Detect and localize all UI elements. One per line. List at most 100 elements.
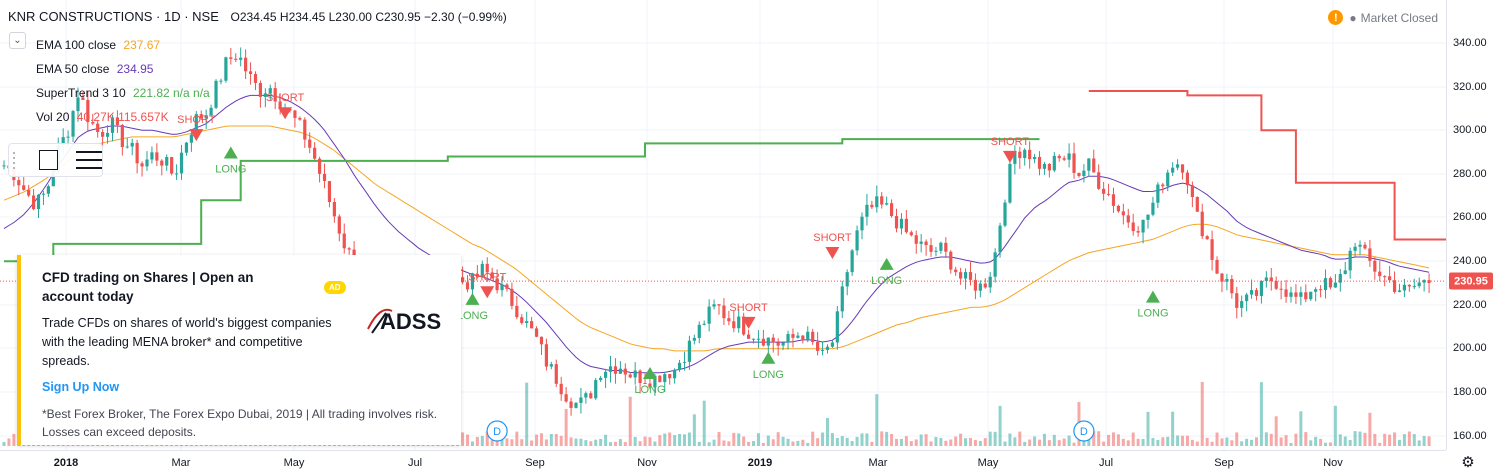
volume-bar xyxy=(919,434,923,446)
volume-bar xyxy=(1397,439,1401,446)
volume-bar xyxy=(1205,437,1209,446)
candle-body xyxy=(613,366,618,374)
volume-bar xyxy=(737,433,741,446)
candle-body xyxy=(1249,290,1254,295)
supertrend-segment xyxy=(4,138,1040,263)
candle-body xyxy=(712,304,716,307)
candle-body xyxy=(978,283,982,291)
candle-body xyxy=(1146,214,1150,220)
volume-bar xyxy=(535,434,539,446)
indicator-volume[interactable]: Vol 20 40.27K 115.657K xyxy=(36,105,214,129)
volume-bar xyxy=(717,431,721,446)
candle-body xyxy=(934,250,938,252)
volume-bar xyxy=(1368,412,1372,446)
candle-body xyxy=(120,124,124,148)
volume-bar xyxy=(875,394,879,446)
candle-body xyxy=(525,321,529,324)
candle-body xyxy=(993,252,997,277)
volume-bar xyxy=(954,436,958,446)
time-axis[interactable]: 2018 Mar May Jul Sep Nov 2019 Mar May Jul Sep Nov xyxy=(0,450,1446,474)
short-signal-label: SHORT xyxy=(177,114,216,126)
volume-bar xyxy=(485,431,489,446)
volume-bar xyxy=(692,414,696,446)
candle-body xyxy=(1225,278,1229,282)
candle-body xyxy=(894,216,899,229)
volume-bar xyxy=(1126,440,1130,446)
symbol-title[interactable]: KNR CONSTRUCTIONS · 1D · NSE xyxy=(8,9,219,24)
candle-body xyxy=(594,380,598,399)
candle-body xyxy=(470,273,475,290)
candle-body xyxy=(308,139,312,148)
candle-body xyxy=(1008,163,1012,203)
collapse-legend-button[interactable]: ⌄ xyxy=(9,32,26,49)
volume-bar xyxy=(589,441,593,446)
candle-body xyxy=(1121,211,1125,216)
candle-body xyxy=(293,110,297,118)
volume-bar xyxy=(673,435,677,446)
symbol-legend[interactable]: KNR CONSTRUCTIONS · 1D · NSE O234.45 H23… xyxy=(8,9,507,24)
volume-bar xyxy=(895,438,899,446)
ad-card[interactable]: CFD trading on Shares | Open an account … xyxy=(17,255,461,445)
candle-body xyxy=(727,318,731,322)
volume-bar xyxy=(776,432,780,446)
rectangle-tool-icon[interactable] xyxy=(38,150,59,170)
indicator-ema100[interactable]: EMA 100 close 237.67 xyxy=(36,33,214,57)
candle-body xyxy=(1047,163,1051,171)
candle-body xyxy=(860,216,864,231)
sign-up-link[interactable]: Sign Up Now xyxy=(42,380,120,394)
indicator-supertrend[interactable]: SuperTrend 3 10 221.82 n/a n/a xyxy=(36,81,214,105)
candle-body xyxy=(1057,155,1061,159)
alert-icon[interactable]: ! xyxy=(1328,10,1344,25)
ad-title[interactable]: CFD trading on Shares | Open an account … xyxy=(42,270,254,304)
candle-body xyxy=(135,142,139,164)
candle-body xyxy=(170,157,174,174)
volume-bar xyxy=(865,433,869,446)
price-axis[interactable]: 340.00 320.00 300.00 280.00 260.00 240.00 220.… xyxy=(1446,0,1494,450)
volume-bar xyxy=(1343,436,1347,446)
candle-body xyxy=(1141,219,1145,233)
volume-bar xyxy=(1047,440,1051,446)
candle-body xyxy=(534,328,539,337)
candle-body xyxy=(81,97,85,100)
volume-bar xyxy=(973,439,977,446)
drag-handle[interactable] xyxy=(13,150,23,170)
candle-body xyxy=(850,250,854,273)
candle-body xyxy=(31,195,36,210)
volume-bar xyxy=(924,434,928,446)
candle-body xyxy=(1388,276,1392,281)
indicator-ema50[interactable]: EMA 50 close 234.95 xyxy=(36,57,214,81)
volume-bar xyxy=(1407,431,1411,446)
short-signal-arrow xyxy=(480,286,495,299)
volume-bar xyxy=(732,432,736,446)
gear-icon[interactable]: ⚙ xyxy=(1461,454,1475,471)
price-tick-label: 280.00 xyxy=(1453,168,1487,180)
volume-bar xyxy=(1324,442,1328,446)
volume-bar xyxy=(766,435,770,446)
candle-body xyxy=(697,324,701,338)
candle-body xyxy=(1180,164,1185,173)
volume-bar xyxy=(515,431,519,446)
settings-lines-icon[interactable] xyxy=(76,151,102,169)
candle-body xyxy=(140,163,144,167)
candle-body xyxy=(983,283,987,288)
market-status[interactable]: ! ● Market Closed xyxy=(1328,10,1438,25)
candle-body xyxy=(1161,184,1165,187)
candle-body xyxy=(816,342,820,351)
candle-body xyxy=(796,335,800,338)
price-tick-label: 260.00 xyxy=(1453,211,1487,223)
candle-body xyxy=(495,278,499,291)
candle-body xyxy=(751,338,756,340)
candle-body xyxy=(298,117,302,120)
ema100-path xyxy=(3,125,1430,352)
volume-bar xyxy=(559,435,563,446)
short-signal-arrow xyxy=(741,316,756,329)
candle-body xyxy=(332,201,336,217)
candle-body xyxy=(273,88,277,102)
volume-bar xyxy=(860,433,864,446)
candle-body xyxy=(618,368,622,374)
candle-body xyxy=(707,306,711,324)
volume-bar xyxy=(1195,441,1199,446)
candle-body xyxy=(687,340,692,362)
candle-body xyxy=(544,344,549,367)
candle-body xyxy=(889,203,894,217)
